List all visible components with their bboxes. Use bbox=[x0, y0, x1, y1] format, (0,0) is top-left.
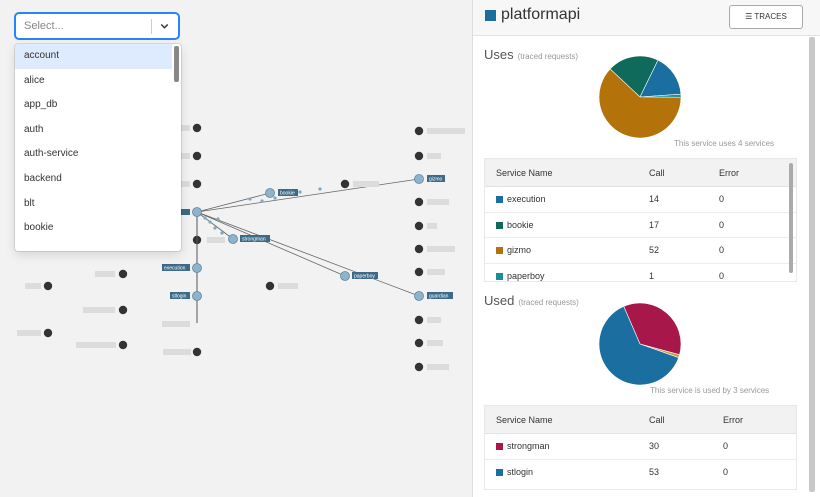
node-label-guardian: guardian bbox=[429, 294, 449, 300]
used-section-title: Used (traced requests) bbox=[484, 293, 579, 308]
pie-slice-bookie bbox=[609, 55, 659, 98]
service-detail-panel: platformapi ☰ TRACES Uses (traced request… bbox=[472, 0, 820, 497]
header-error: Error bbox=[719, 167, 739, 178]
color-swatch bbox=[496, 221, 503, 229]
uses-section-title: Uses (traced requests) bbox=[484, 47, 578, 62]
service-name: paperboy bbox=[507, 271, 545, 282]
node-label-gizmo: gizmo bbox=[429, 177, 443, 183]
select-placeholder: Select... bbox=[24, 20, 64, 32]
pie-slice-gizmo bbox=[598, 68, 682, 139]
dropdown-option-app-db[interactable]: app_db bbox=[24, 99, 58, 111]
node-label-paperboy: paperboy bbox=[354, 274, 375, 280]
dropdown-option-blt[interactable]: blt bbox=[24, 197, 35, 209]
uses-table: Service Name Call Error execution 14 0 b… bbox=[484, 158, 797, 282]
service-square-icon bbox=[485, 10, 496, 21]
dropdown-option-auth[interactable]: auth bbox=[24, 123, 44, 135]
call-count: 30 bbox=[649, 441, 660, 452]
pie-slice-execution bbox=[639, 59, 682, 98]
dropdown-option-account[interactable]: account bbox=[15, 44, 172, 69]
call-count: 14 bbox=[649, 194, 660, 205]
call-count: 52 bbox=[649, 245, 660, 256]
used-caption: This service is used by 3 services bbox=[650, 386, 770, 395]
color-swatch bbox=[496, 469, 503, 477]
dropdown-option-backend[interactable]: backend bbox=[24, 172, 62, 184]
service-name: gizmo bbox=[507, 245, 532, 256]
color-swatch bbox=[496, 196, 503, 204]
select-separator bbox=[151, 19, 152, 34]
dropdown-option-alice[interactable]: alice bbox=[24, 74, 45, 86]
color-swatch bbox=[496, 443, 503, 451]
header-call: Call bbox=[649, 414, 665, 425]
header-call: Call bbox=[649, 167, 665, 178]
error-count: 0 bbox=[723, 441, 729, 452]
table-row[interactable]: gizmo 52 0 bbox=[485, 238, 796, 264]
table-row[interactable]: paperboy 1 0 bbox=[485, 264, 796, 290]
uses-subtitle: (traced requests) bbox=[517, 52, 579, 61]
uses-caption: This service uses 4 services bbox=[674, 139, 775, 148]
error-count: 0 bbox=[719, 245, 725, 256]
error-count: 0 bbox=[719, 271, 725, 282]
header-service-name: Service Name bbox=[496, 414, 553, 425]
table-row[interactable]: strongman 30 0 bbox=[485, 434, 796, 460]
pie-slice-strongman bbox=[623, 302, 682, 356]
service-select[interactable]: Select... bbox=[15, 13, 179, 39]
error-count: 0 bbox=[719, 219, 725, 230]
header-service-name: Service Name bbox=[496, 167, 553, 178]
used-subtitle: (traced requests) bbox=[518, 298, 579, 307]
call-count: 53 bbox=[649, 467, 660, 478]
node-label-bookie: bookie bbox=[280, 191, 295, 197]
table-row[interactable]: bookie 17 0 bbox=[485, 213, 796, 238]
uses-title: Uses bbox=[484, 47, 514, 62]
header-error: Error bbox=[723, 414, 743, 425]
table-row[interactable]: stlogin 53 0 bbox=[485, 460, 796, 486]
select-dropdown-menu[interactable]: account alice app_db auth auth-service b… bbox=[15, 44, 181, 251]
traces-button-label: TRACES bbox=[754, 12, 787, 21]
used-title: Used bbox=[484, 293, 515, 308]
color-swatch bbox=[496, 273, 503, 281]
error-count: 0 bbox=[723, 467, 729, 478]
dropdown-scrollbar[interactable] bbox=[174, 46, 179, 82]
uses-pie-chart bbox=[598, 55, 682, 139]
service-name: bookie bbox=[507, 219, 534, 230]
call-count: 17 bbox=[649, 219, 660, 230]
service-name: stlogin bbox=[507, 467, 534, 478]
panel-title: platformapi bbox=[501, 6, 581, 23]
used-table-header: Service Name Call Error bbox=[485, 406, 796, 434]
service-name: execution bbox=[507, 194, 546, 205]
service-graph[interactable]: bookie gizmo strongman paperboy guardian… bbox=[0, 0, 470, 497]
color-swatch bbox=[496, 247, 503, 255]
used-pie-chart bbox=[598, 302, 682, 386]
table-row[interactable]: execution 14 0 bbox=[485, 187, 796, 213]
traces-button[interactable]: ☰ TRACES bbox=[729, 5, 803, 29]
node-label-stlogin: stlogin bbox=[172, 294, 187, 300]
dropdown-option-auth-service[interactable]: auth-service bbox=[24, 148, 79, 160]
service-name: strongman bbox=[507, 441, 550, 452]
traces-icon: ☰ bbox=[745, 12, 755, 21]
error-count: 0 bbox=[719, 194, 725, 205]
chevron-down-icon[interactable] bbox=[158, 20, 171, 33]
used-table: Service Name Call Error strongman 30 0 s… bbox=[484, 405, 797, 490]
node-label-execution: execution bbox=[164, 266, 186, 272]
uses-table-header: Service Name Call Error bbox=[485, 159, 796, 187]
panel-scrollbar[interactable] bbox=[809, 37, 815, 492]
dropdown-option-bookie[interactable]: bookie bbox=[24, 222, 54, 234]
node-label-strongman: strongman bbox=[242, 237, 266, 243]
pie-slice-stlogin bbox=[598, 305, 680, 386]
uses-table-scrollbar[interactable] bbox=[789, 163, 793, 273]
panel-header: platformapi ☰ TRACES bbox=[473, 0, 820, 36]
call-count: 1 bbox=[649, 271, 655, 282]
